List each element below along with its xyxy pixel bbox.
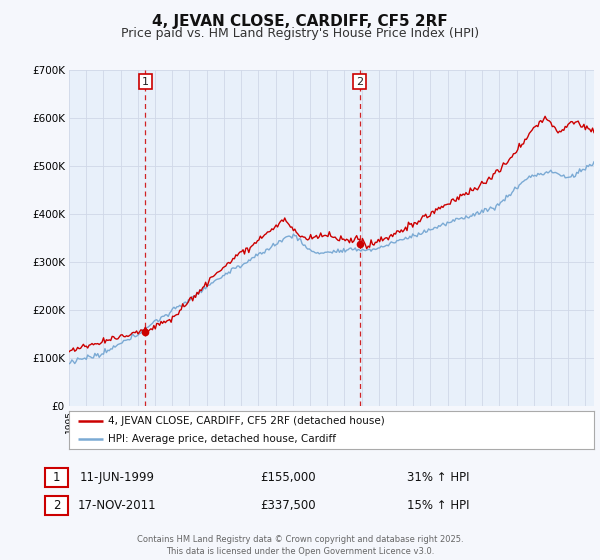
Text: £337,500: £337,500 <box>260 498 316 512</box>
Text: 11-JUN-1999: 11-JUN-1999 <box>79 470 155 484</box>
Text: HPI: Average price, detached house, Cardiff: HPI: Average price, detached house, Card… <box>109 434 337 444</box>
Text: 15% ↑ HPI: 15% ↑ HPI <box>407 498 469 512</box>
Text: £155,000: £155,000 <box>260 470 316 484</box>
Text: 2: 2 <box>53 498 60 512</box>
Text: Contains HM Land Registry data © Crown copyright and database right 2025.
This d: Contains HM Land Registry data © Crown c… <box>137 535 463 556</box>
Text: 31% ↑ HPI: 31% ↑ HPI <box>407 470 469 484</box>
Text: 4, JEVAN CLOSE, CARDIFF, CF5 2RF (detached house): 4, JEVAN CLOSE, CARDIFF, CF5 2RF (detach… <box>109 416 385 426</box>
Text: 1: 1 <box>53 470 60 484</box>
Text: 4, JEVAN CLOSE, CARDIFF, CF5 2RF: 4, JEVAN CLOSE, CARDIFF, CF5 2RF <box>152 14 448 29</box>
Text: 2: 2 <box>356 77 363 87</box>
Text: 17-NOV-2011: 17-NOV-2011 <box>77 498 157 512</box>
Text: 1: 1 <box>142 77 149 87</box>
Text: Price paid vs. HM Land Registry's House Price Index (HPI): Price paid vs. HM Land Registry's House … <box>121 27 479 40</box>
